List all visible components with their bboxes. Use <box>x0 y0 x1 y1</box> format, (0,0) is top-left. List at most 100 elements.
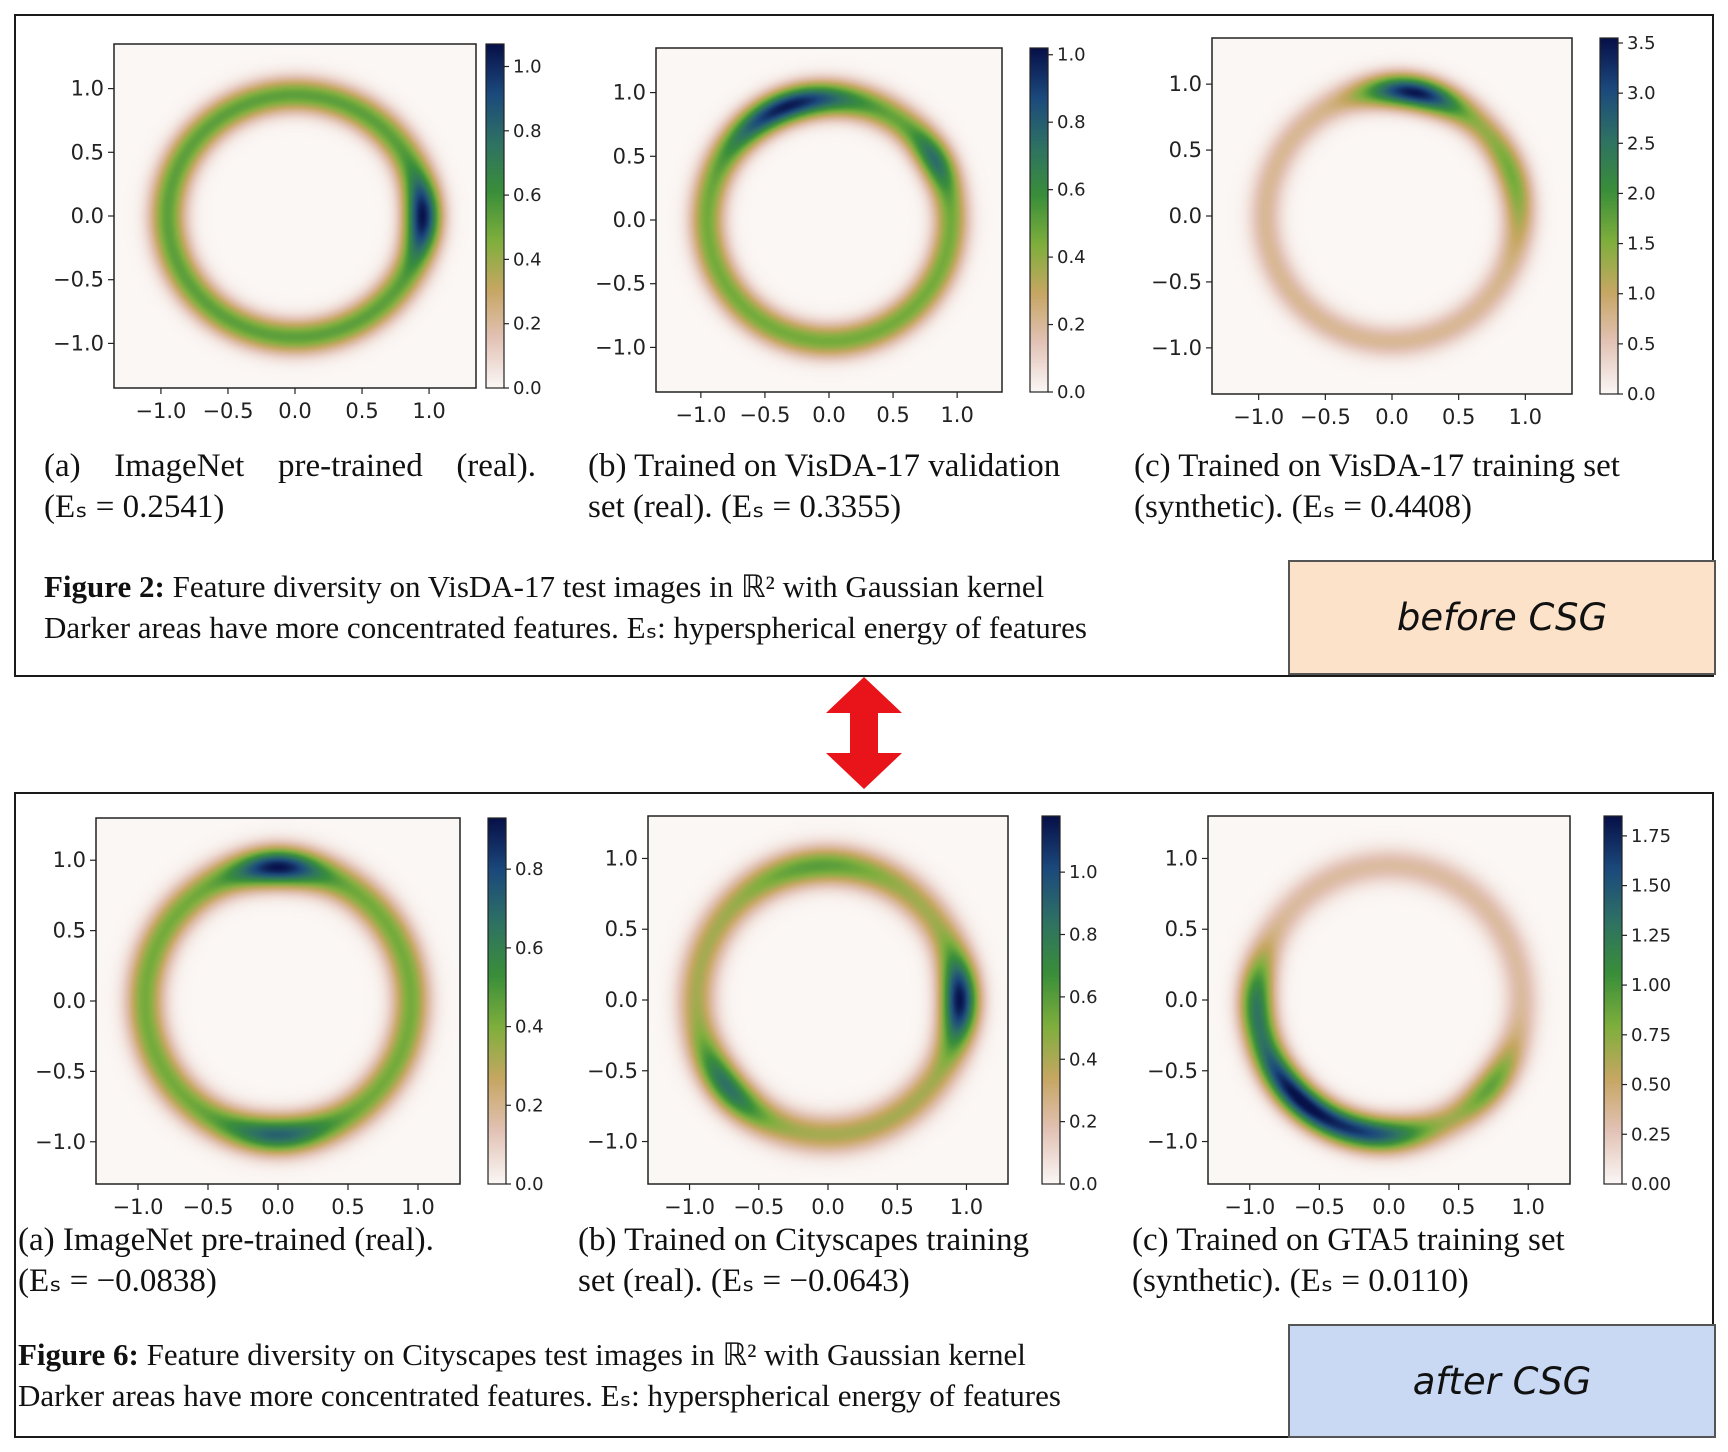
y-tick-label: 0.5 <box>1169 138 1202 162</box>
colorbar-tick-label: 0.0 <box>515 1174 544 1195</box>
heatmap-image-top-b <box>656 48 1002 392</box>
colorbar-frame <box>1603 815 1623 1185</box>
y-tick-label: 0.5 <box>71 140 104 164</box>
x-tick-label: 0.5 <box>1442 1195 1475 1219</box>
heatmap-plot-top-c: −1.0 −0.5 0.0 0.5 1.0 1.0 0.5 0.0 −0.5 −1.0 0.0 0.5… <box>1151 33 1656 429</box>
y-tick-label: −0.5 <box>53 268 104 292</box>
figure-2-panel: −1.0 −0.5 0.0 0.5 1.0 1.0 0.5 0.0 −0.5 −1.0 0.0 0.2… <box>14 14 1716 677</box>
x-tick-label: 1.0 <box>1509 405 1542 429</box>
x-tick-label: −0.5 <box>733 1195 784 1219</box>
colorbar-tick-label: 0.50 <box>1631 1075 1671 1096</box>
y-tick-label: 1.0 <box>613 81 646 105</box>
y-tick-label: −0.5 <box>35 1059 86 1083</box>
before-csg-label: before CSG <box>1288 560 1716 675</box>
x-tick-label: 0.0 <box>1372 1195 1405 1219</box>
y-tick-label: 1.0 <box>53 848 86 872</box>
caption-bottom-c: (c) Trained on GTA5 training set (synthe… <box>1132 1220 1702 1302</box>
heatmap-image-bottom-c <box>1208 816 1570 1184</box>
colorbar-tick-label: 0.75 <box>1631 1025 1671 1046</box>
colorbar-bottom-c <box>1604 816 1622 1184</box>
heatmap-image-bottom-a <box>96 818 460 1184</box>
x-tick-label: −1.0 <box>675 403 726 427</box>
y-tick-label: −0.5 <box>1147 1059 1198 1083</box>
x-tick-label: 0.5 <box>331 1195 364 1219</box>
x-tick-label: −0.5 <box>1300 405 1351 429</box>
figure-6-plots: −1.0 −0.5 0.0 0.5 1.0 1.0 0.5 0.0 −0.5 −1.0 0.0 0.2… <box>35 815 1671 1219</box>
colorbar-tick-label: 0.6 <box>1057 180 1086 201</box>
y-tick-label: −1.0 <box>1147 1130 1198 1154</box>
colorbar-tick-label: 0.6 <box>1069 987 1098 1008</box>
colorbar-top-c <box>1600 38 1618 394</box>
heatmap-plot-top-b: −1.0 −0.5 0.0 0.5 1.0 1.0 0.5 0.0 −0.5 −1.0 0.0 0.2… <box>595 45 1086 427</box>
caption-bottom-a-line1: (a) ImageNet pre-trained (real). <box>18 1222 434 1258</box>
heatmap-image-bottom-b <box>648 816 1008 1184</box>
heatmap-image-top-c <box>1212 38 1572 394</box>
colorbar-tick-label: 0.4 <box>1069 1049 1098 1070</box>
caption-bottom-b-line1: (b) Trained on Cityscapes training <box>578 1222 1029 1258</box>
caption-top-c: (c) Trained on VisDA-17 training set (sy… <box>1134 446 1694 528</box>
y-tick-label: −0.5 <box>595 272 646 296</box>
colorbar-tick-label: 2.5 <box>1627 133 1656 154</box>
x-tick-label: 0.0 <box>812 403 845 427</box>
colorbar-tick-label: 2.0 <box>1627 183 1656 204</box>
x-tick-label: −0.5 <box>183 1195 234 1219</box>
x-tick-label: −1.0 <box>1224 1195 1275 1219</box>
colorbar-top-a <box>486 44 504 388</box>
caption-top-c-line1: (c) Trained on VisDA-17 training set <box>1134 448 1620 484</box>
x-tick-label: 0.0 <box>261 1195 294 1219</box>
y-tick-label: 0.0 <box>1169 204 1202 228</box>
caption-top-b-line1: (b) Trained on VisDA-17 validation <box>588 448 1061 484</box>
heatmap-plot-bottom-a: −1.0 −0.5 0.0 0.5 1.0 1.0 0.5 0.0 −0.5 −1.0 0.0 0.2… <box>35 817 544 1219</box>
heatmap-plot-bottom-c: −1.0 −0.5 0.0 0.5 1.0 1.0 0.5 0.0 −0.5 −1.0 0.00 0.… <box>1147 815 1671 1219</box>
y-tick-label: −0.5 <box>587 1059 638 1083</box>
colorbar-tick-label: 0.0 <box>1069 1174 1098 1195</box>
colorbar-tick-label: 0.00 <box>1631 1174 1671 1195</box>
caption-top-a-line2: (Eₛ = 0.2541) <box>44 489 225 525</box>
x-tick-label: 0.5 <box>881 1195 914 1219</box>
figure-6-title: Figure 6: <box>18 1337 139 1372</box>
caption-bottom-b: (b) Trained on Cityscapes training set (… <box>578 1220 1118 1302</box>
figure-6-caption: Figure 6: Feature diversity on Cityscape… <box>18 1334 1061 1416</box>
heatmap-plot-bottom-b: −1.0 −0.5 0.0 0.5 1.0 1.0 0.5 0.0 −0.5 −1.0 0.0 0.2… <box>587 815 1098 1219</box>
y-tick-label: 0.5 <box>1165 917 1198 941</box>
colorbar-tick-label: 0.0 <box>513 378 542 399</box>
x-tick-label: −1.0 <box>1233 405 1284 429</box>
figure-6-text-1: Feature diversity on Cityscapes test ima… <box>146 1337 1026 1372</box>
caption-bottom-a: (a) ImageNet pre-trained (real). (Eₛ = −… <box>18 1220 562 1302</box>
y-tick-label: 1.0 <box>71 77 104 101</box>
heatmap-plot-top-a: −1.0 −0.5 0.0 0.5 1.0 1.0 0.5 0.0 −0.5 −1.0 0.0 0.2… <box>53 43 542 423</box>
colorbar-tick-label: 1.0 <box>1057 45 1086 66</box>
caption-top-a: (a) ImageNet pre-trained (real). (Eₛ = 0… <box>44 446 536 528</box>
colorbar-frame <box>487 817 507 1185</box>
colorbar-bottom-b <box>1042 816 1060 1184</box>
x-tick-label: 1.0 <box>940 403 973 427</box>
colorbar-tick-label: 0.4 <box>515 1017 544 1038</box>
colorbar-tick-label: 3.5 <box>1627 33 1656 54</box>
colorbar-frame <box>1029 47 1049 393</box>
y-tick-label: 0.0 <box>1165 988 1198 1012</box>
caption-top-a-line1: (a) ImageNet pre-trained (real). <box>44 448 536 484</box>
caption-bottom-a-line2: (Eₛ = −0.0838) <box>18 1263 217 1299</box>
figure-2-text-2: Darker areas have more concentrated feat… <box>44 610 1087 645</box>
colorbar-tick-label: 0.8 <box>513 121 542 142</box>
y-tick-label: 0.5 <box>613 144 646 168</box>
colorbar-tick-label: 1.0 <box>513 57 542 78</box>
heatmap-image-top-a <box>114 44 476 388</box>
y-tick-label: 0.0 <box>613 208 646 232</box>
colorbar-tick-label: 0.6 <box>513 185 542 206</box>
figure-6-text-2: Darker areas have more concentrated feat… <box>18 1378 1061 1413</box>
colorbar-top-b <box>1030 48 1048 392</box>
figure-2-plots: −1.0 −0.5 0.0 0.5 1.0 1.0 0.5 0.0 −0.5 −1.0 0.0 0.2… <box>53 33 1656 429</box>
caption-bottom-c-line1: (c) Trained on GTA5 training set <box>1132 1222 1565 1258</box>
x-tick-label: 1.0 <box>950 1195 983 1219</box>
y-tick-label: −1.0 <box>1151 336 1202 360</box>
colorbar-tick-label: 0.4 <box>513 249 542 270</box>
colorbar-tick-label: 0.25 <box>1631 1124 1671 1145</box>
colorbar-tick-label: 1.0 <box>1069 862 1098 883</box>
figure-2-caption: Figure 2: Feature diversity on VisDA-17 … <box>44 566 1087 648</box>
x-tick-label: −0.5 <box>202 399 253 423</box>
x-tick-label: 0.0 <box>1375 405 1408 429</box>
y-tick-label: −1.0 <box>595 335 646 359</box>
x-tick-label: −1.0 <box>135 399 186 423</box>
x-tick-label: 0.0 <box>811 1195 844 1219</box>
